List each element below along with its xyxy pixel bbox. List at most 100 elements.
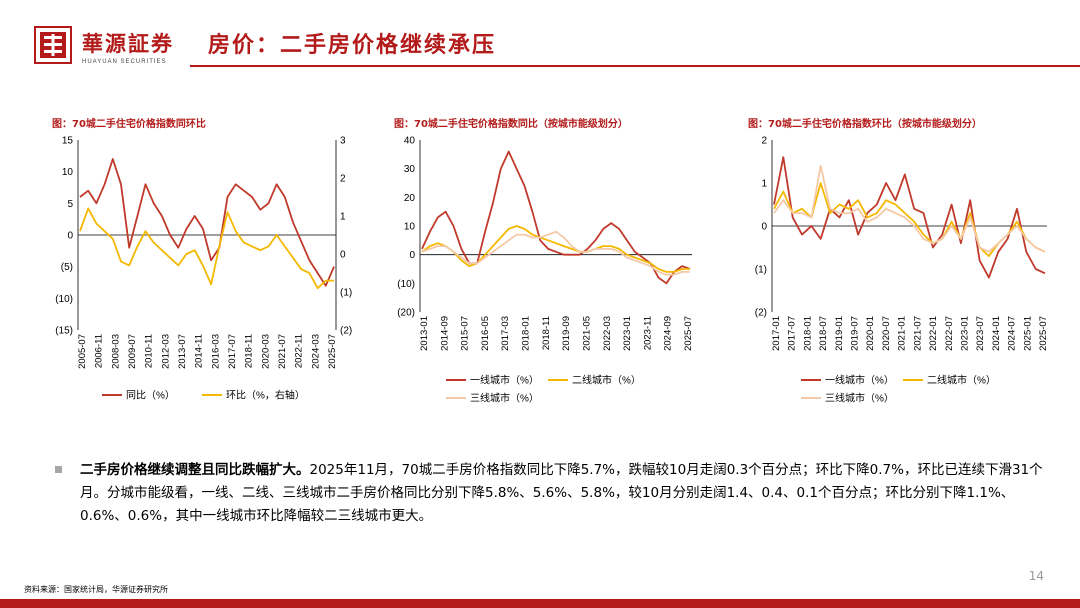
series-line-1 bbox=[79, 158, 335, 287]
series-line-3 bbox=[421, 230, 690, 276]
y-tick-label: (5) bbox=[61, 262, 73, 273]
brand-logo-icon bbox=[34, 26, 72, 64]
y-right-tick-label: 1 bbox=[340, 212, 346, 223]
x-tick-label: 2022-07 bbox=[944, 316, 955, 351]
y-tick-label: 10 bbox=[62, 167, 74, 178]
y-right-tick-label: 2 bbox=[340, 174, 346, 185]
legend-label: 同比（%） bbox=[126, 390, 175, 402]
y-tick-label: 10 bbox=[404, 222, 416, 233]
legend-label: 三线城市（%） bbox=[470, 392, 539, 405]
x-tick-label: 2024-07 bbox=[1007, 316, 1018, 351]
x-tick-label: 2010-11 bbox=[144, 334, 155, 368]
summary-paragraph: 二手房价格继续调整且同比跌幅扩大。2025年11月，70城二手房价格指数同比下降… bbox=[80, 459, 1048, 528]
x-tick-label: 2009-07 bbox=[127, 334, 138, 369]
y-tick-label: (20) bbox=[397, 308, 415, 319]
y-tick-label: 5 bbox=[67, 199, 73, 210]
legend-label: 三线城市（%） bbox=[825, 392, 894, 405]
page-number: 14 bbox=[1028, 569, 1044, 583]
x-tick-label: 2018-11 bbox=[244, 334, 255, 368]
x-tick-label: 2013-01 bbox=[419, 316, 430, 351]
chart1-title: 图：70城二手住宅价格指数同环比 bbox=[52, 119, 206, 130]
header-divider bbox=[190, 65, 1080, 67]
summary-headline: 二手房价格继续调整且同比跌幅扩大。 bbox=[80, 462, 310, 478]
x-tick-label: 2022-11 bbox=[294, 334, 305, 368]
x-tick-label: 2020-03 bbox=[260, 334, 271, 369]
y-tick-label: 30 bbox=[404, 164, 416, 175]
y-tick-label: (10) bbox=[55, 294, 73, 305]
x-tick-label: 2018-07 bbox=[818, 316, 829, 351]
x-tick-label: 2023-07 bbox=[975, 316, 986, 351]
brand-subtitle: HUAYUAN SECURITIES bbox=[82, 59, 167, 65]
legend-label: 一线城市（%） bbox=[470, 374, 539, 387]
chart2-yoy-by-tier: 40 30 20 10 0 (10) (20) 2013-01 2014-09 2015-07 20… bbox=[397, 136, 694, 405]
x-tick-label: 2023-01 bbox=[622, 316, 633, 351]
x-tick-label: 2019-09 bbox=[561, 316, 572, 351]
x-tick-label: 2023-11 bbox=[642, 316, 653, 350]
x-tick-label: 2021-07 bbox=[912, 316, 923, 351]
x-tick-label: 2017-01 bbox=[771, 316, 782, 351]
x-tick-label: 2016-05 bbox=[480, 316, 491, 351]
y-tick-label: 0 bbox=[761, 222, 767, 233]
x-tick-label: 2012-03 bbox=[160, 334, 171, 369]
x-tick-label: 2024-01 bbox=[991, 316, 1002, 351]
series-line-1 bbox=[773, 156, 1046, 279]
x-tick-label: 2025-07 bbox=[1038, 316, 1049, 351]
x-tick-label: 2022-03 bbox=[602, 316, 613, 351]
legend-label: 一线城市（%） bbox=[825, 374, 894, 387]
y-tick-label: 20 bbox=[404, 193, 416, 204]
legend-label: 环比（%，右轴） bbox=[226, 389, 305, 402]
x-tick-label: 2014-09 bbox=[439, 316, 450, 351]
x-tick-label: 2020-07 bbox=[881, 316, 892, 351]
summary-text: 2025年11月，70城二手房价格指数同比下降5.7%，跌幅较10月走阔0.3个… bbox=[80, 462, 1043, 524]
x-tick-label: 2021-07 bbox=[277, 334, 288, 369]
chart2-title: 图：70城二手住宅价格指数同比（按城市能级划分） bbox=[394, 119, 628, 130]
y-right-tick-label: (2) bbox=[340, 326, 352, 337]
page-title: 房价：二手房价格继续承压 bbox=[208, 33, 497, 58]
y-tick-label: (15) bbox=[55, 326, 73, 337]
x-tick-label: 2017-07 bbox=[227, 334, 238, 369]
y-tick-label: 0 bbox=[67, 231, 73, 242]
x-tick-label: 2025-01 bbox=[1022, 316, 1033, 351]
x-tick-label: 2015-07 bbox=[460, 316, 471, 351]
x-tick-label: 2021-01 bbox=[897, 316, 908, 351]
series-line-2 bbox=[79, 207, 334, 290]
x-tick-label: 2005-07 bbox=[77, 334, 88, 369]
x-tick-label: 2023-01 bbox=[959, 316, 970, 351]
x-tick-label: 2014-11 bbox=[194, 334, 205, 368]
series-line-3 bbox=[773, 164, 1046, 253]
y-tick-label: 15 bbox=[62, 136, 74, 147]
bullet-icon bbox=[55, 466, 62, 473]
x-tick-label: 2024-09 bbox=[663, 316, 674, 351]
y-tick-label: 0 bbox=[409, 250, 415, 261]
brand-name: 華源証券 bbox=[82, 31, 174, 56]
x-tick-label: 2017-03 bbox=[500, 316, 511, 351]
x-tick-label: 2018-01 bbox=[802, 316, 813, 351]
y-tick-label: (1) bbox=[755, 265, 767, 276]
y-right-tick-label: 3 bbox=[340, 136, 346, 147]
y-tick-label: 1 bbox=[761, 179, 767, 190]
x-tick-label: 2019-01 bbox=[834, 316, 845, 351]
x-tick-label: 2024-03 bbox=[310, 334, 321, 369]
chart3-mom-by-tier: 2 1 0 (1) (2) 2017-01 2017-07 2018-01 2018-07 201… bbox=[755, 136, 1049, 405]
chart3-title: 图：70城二手住宅价格指数环比（按城市能级划分） bbox=[748, 119, 982, 130]
x-tick-label: 2018-11 bbox=[541, 316, 552, 350]
x-tick-label: 2022-01 bbox=[928, 316, 939, 351]
y-tick-label: (2) bbox=[755, 308, 767, 319]
x-tick-label: 2018-01 bbox=[521, 316, 532, 351]
y-right-tick-label: (1) bbox=[340, 288, 352, 299]
x-tick-label: 2020-01 bbox=[865, 316, 876, 351]
x-tick-label: 2017-07 bbox=[787, 316, 798, 351]
legend-label: 二线城市（%） bbox=[927, 374, 996, 387]
y-tick-label: 40 bbox=[404, 136, 416, 147]
x-tick-label: 2021-05 bbox=[581, 316, 592, 351]
x-tick-label: 2006-11 bbox=[94, 334, 105, 368]
x-tick-label: 2016-03 bbox=[210, 334, 221, 369]
legend-label: 二线城市（%） bbox=[572, 374, 641, 387]
source-note: 资料来源：国家统计局，华源证券研究所 bbox=[24, 585, 168, 594]
x-tick-label: 2019-07 bbox=[850, 316, 861, 351]
y-tick-label: 2 bbox=[761, 136, 767, 147]
footer-bar bbox=[0, 599, 1080, 608]
x-tick-label: 2008-03 bbox=[110, 334, 121, 369]
x-tick-label: 2013-07 bbox=[177, 334, 188, 369]
